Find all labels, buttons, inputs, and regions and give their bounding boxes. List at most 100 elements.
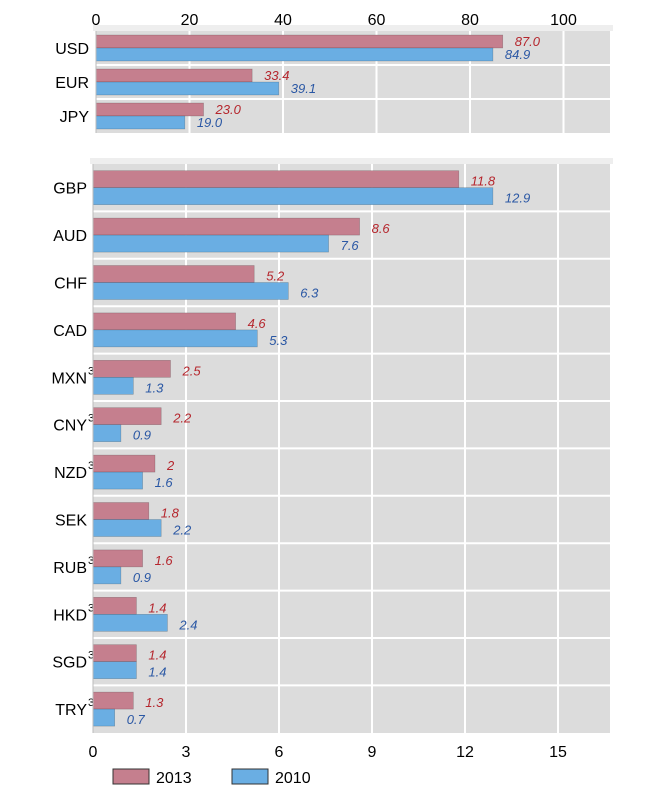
- category-superscript: 3: [88, 697, 94, 709]
- x-tick-label: 60: [368, 12, 386, 29]
- category-label: SEK: [55, 513, 87, 530]
- bar-2013: [92, 407, 162, 426]
- category-label: JPY: [60, 109, 90, 126]
- data-label-2010: 1.3: [145, 380, 164, 395]
- bottom-panel: 0 3 6 9 12 15 GBP 11.8 12.9 AUD 8.6 7.6 CHF 5.2 6.3 CAD…: [51, 158, 613, 761]
- data-label-2010: 2.2: [172, 523, 192, 538]
- data-label-2010: 0.7: [127, 712, 146, 727]
- bar-2010: [92, 708, 116, 727]
- bar-2013: [92, 170, 460, 188]
- data-label-2013: 1.8: [161, 506, 180, 521]
- x-tick-label: 100: [550, 12, 577, 29]
- category-label: CHF: [54, 276, 87, 293]
- bar-2013: [92, 265, 255, 283]
- bar-2013: [92, 217, 360, 236]
- data-label-2013: 1.6: [155, 553, 174, 568]
- x-tick-label: 80: [461, 12, 479, 29]
- category-label: CNY: [53, 418, 87, 435]
- x-tick-label: 3: [182, 744, 191, 761]
- bar-2010: [95, 47, 494, 62]
- x-tick-label: 9: [368, 744, 377, 761]
- bar-2013: [95, 102, 204, 117]
- x-tick-label: 12: [456, 744, 474, 761]
- x-tick-label: 0: [92, 12, 101, 29]
- category-superscript: 3: [88, 460, 94, 472]
- category-superscript: 3: [88, 365, 94, 377]
- category-label: USD: [55, 41, 89, 58]
- bar-2013: [92, 502, 150, 520]
- data-label-2013: 2.2: [172, 411, 192, 426]
- data-label-2013: 23.0: [215, 102, 242, 117]
- bar-2010: [95, 81, 280, 96]
- bar-2010: [95, 115, 186, 130]
- x-tick-label: 0: [89, 744, 98, 761]
- category-label: MXN: [51, 370, 87, 387]
- bar-2010: [92, 661, 137, 680]
- legend: 2013 2010: [112, 768, 311, 787]
- bar-2010: [92, 471, 143, 490]
- category-superscript: 3: [88, 555, 94, 567]
- data-label-2013: 87.0: [515, 34, 541, 49]
- data-label-2013: 11.8: [471, 174, 496, 189]
- legend-label-2013: 2013: [156, 770, 192, 787]
- category-label: TRY: [55, 702, 87, 719]
- data-label-2010: 12.9: [505, 191, 530, 206]
- bar-2013: [95, 34, 504, 49]
- x-tick-label: 15: [549, 744, 567, 761]
- data-label-2013: 8.6: [372, 221, 391, 236]
- category-label: AUD: [53, 228, 87, 245]
- category-label: RUB: [53, 560, 87, 577]
- data-label-2010: 5.3: [269, 333, 288, 348]
- panel-shadow: [93, 25, 613, 31]
- data-label-2010: 1.4: [148, 665, 166, 680]
- data-label-2010: 39.1: [291, 81, 316, 96]
- data-label-2010: 0.9: [133, 428, 151, 443]
- data-label-2010: 0.9: [133, 570, 151, 585]
- category-label: CAD: [53, 323, 87, 340]
- category-superscript: 3: [88, 413, 94, 425]
- bar-2010: [92, 376, 134, 395]
- category-superscript: 3: [88, 602, 94, 614]
- x-tick-label: 40: [274, 12, 292, 29]
- panel-shadow: [90, 158, 613, 164]
- data-label-2013: 4.6: [248, 316, 267, 331]
- data-label-2013: 2: [166, 458, 175, 473]
- bar-2010: [92, 234, 329, 253]
- bar-2010: [92, 566, 122, 585]
- category-superscript: 3: [88, 650, 94, 662]
- data-label-2010: 2.4: [178, 617, 197, 632]
- bar-2013: [92, 549, 143, 568]
- category-label: EUR: [55, 75, 89, 92]
- bar-2010: [92, 187, 494, 205]
- data-label-2010: 84.9: [505, 47, 530, 62]
- legend-swatch-2010: [231, 768, 269, 785]
- bar-2013: [92, 454, 156, 473]
- bar-2010: [92, 519, 162, 537]
- data-label-2010: 19.0: [197, 115, 223, 130]
- bar-2010: [92, 613, 168, 632]
- data-label-2013: 2.5: [182, 363, 202, 378]
- legend-swatch-2013: [112, 768, 150, 785]
- data-label-2010: 6.3: [300, 286, 319, 301]
- bar-2013: [92, 691, 134, 710]
- bar-2013: [92, 312, 236, 331]
- legend-label-2010: 2010: [275, 770, 311, 787]
- data-label-2013: 1.4: [148, 648, 166, 663]
- category-label: GBP: [53, 181, 87, 198]
- data-label-2013: 33.4: [264, 68, 289, 83]
- category-label: NZD: [54, 465, 87, 482]
- bar-2010: [92, 424, 122, 443]
- bar-2010: [92, 282, 289, 300]
- data-label-2010: 1.6: [155, 475, 174, 490]
- bar-2013: [95, 68, 253, 83]
- bar-2013: [92, 644, 137, 663]
- bar-2013: [92, 359, 171, 378]
- top-panel: 0 20 40 60 80 100 USD 87.084.9 EUR 33.439.1 JPY 23.…: [55, 12, 613, 133]
- x-tick-label: 6: [275, 744, 284, 761]
- x-tick-label: 20: [181, 12, 199, 29]
- data-label-2013: 5.2: [266, 269, 285, 284]
- data-label-2010: 7.6: [341, 238, 360, 253]
- data-label-2013: 1.3: [145, 695, 164, 710]
- bar-2010: [92, 329, 258, 348]
